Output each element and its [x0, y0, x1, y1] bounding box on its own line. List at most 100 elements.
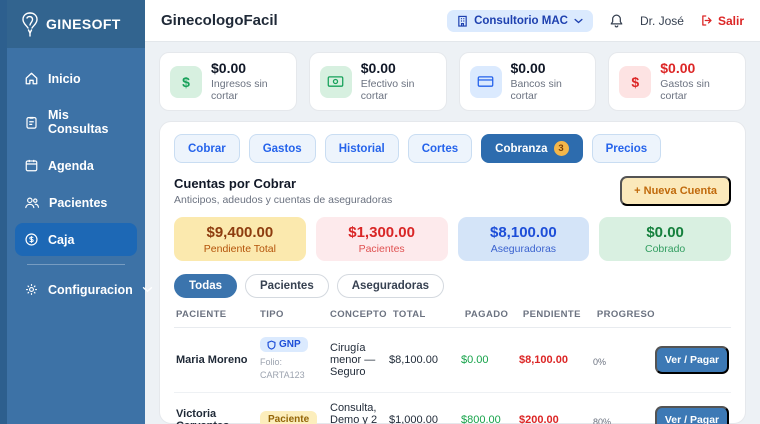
- col-header-progreso: PROGRESO: [596, 309, 655, 321]
- patient-name: Maria Moreno: [176, 354, 248, 367]
- logout-icon: [700, 14, 713, 27]
- account-type-cell: Paciente: [260, 411, 324, 424]
- cash-register-icon: [24, 232, 39, 247]
- folio: Folio: CARTA123: [260, 356, 305, 381]
- sidebar-item-label: Pacientes: [49, 195, 108, 210]
- credit-card-icon: [469, 65, 502, 98]
- table-header-row: PACIENTE TIPO CONCEPTO TOTAL PAGADO PEND…: [174, 298, 731, 329]
- filter-pacientes[interactable]: Pacientes: [245, 274, 329, 299]
- concept: Consulta, Demo y 2 más: [330, 401, 378, 424]
- sidebar: GINESOFT Inicio Mis Consultas Agenda Pac…: [0, 0, 152, 424]
- sidebar-item-label: Configuracion: [48, 282, 133, 297]
- paid-amount: $0.00: [461, 354, 489, 367]
- account-type-cell: GNP Folio: CARTA123: [260, 337, 324, 383]
- stat-label: Gastos sin cortar: [660, 78, 710, 103]
- clipboard-icon: [24, 115, 39, 130]
- summary-pacientes: $1,300.00 Pacientes: [315, 217, 448, 262]
- accounts-table: PACIENTE TIPO CONCEPTO TOTAL PAGADO PEND…: [174, 298, 731, 424]
- calendar-icon: [24, 158, 39, 173]
- sidebar-item-label: Caja: [48, 232, 75, 247]
- col-header-pagado: PAGADO: [464, 309, 509, 321]
- tab-precios[interactable]: Precios: [591, 134, 662, 164]
- col-header-paciente: PACIENTE: [176, 309, 227, 321]
- summary-label: Cobrado: [644, 243, 686, 256]
- summary-value: $1,300.00: [348, 224, 415, 242]
- pending-amount: $8,100.00: [519, 354, 568, 367]
- patients-icon: [24, 195, 40, 210]
- col-header-total: TOTAL: [392, 309, 426, 321]
- cobranza-count-badge: 3: [553, 141, 569, 157]
- col-header-tipo: TIPO: [260, 309, 284, 321]
- total-amount: $1,000.00: [389, 413, 438, 424]
- app-logo: GINESOFT: [7, 0, 145, 48]
- summary-pendiente-total: $9,400.00 Pendiente Total: [174, 217, 306, 262]
- summary-cobrado: $0.00 Cobrado: [599, 217, 731, 262]
- new-account-button[interactable]: + Nueva Cuenta: [620, 176, 731, 207]
- insurance-badge: GNP: [260, 337, 308, 353]
- sidebar-item-inicio[interactable]: Inicio: [15, 62, 137, 95]
- summary-label: Pacientes: [358, 243, 405, 256]
- summary-aseguradoras: $8,100.00 Aseguradoras: [457, 217, 590, 262]
- clinic-selector-label: Consultorio MAC: [474, 14, 568, 27]
- patient-name: Victoria Cervantes: [176, 407, 229, 424]
- total-amount: $8,100.00: [389, 354, 438, 367]
- section-subtitle: Anticipos, adeudos y cuentas de asegurad…: [174, 194, 393, 207]
- sidebar-item-mis-consultas[interactable]: Mis Consultas: [15, 99, 137, 145]
- view-pay-button[interactable]: Ver / Pagar: [655, 346, 729, 375]
- gear-icon: [24, 282, 39, 297]
- view-pay-button[interactable]: Ver / Pagar: [655, 405, 729, 424]
- dollar-icon: $: [170, 65, 202, 98]
- stat-label: Efectivo sin cortar: [360, 78, 415, 103]
- filter-todas[interactable]: Todas: [174, 274, 238, 299]
- sidebar-item-label: Inicio: [48, 71, 81, 86]
- stat-label: Bancos sin cortar: [510, 78, 562, 103]
- logout-button[interactable]: Salir: [700, 14, 744, 28]
- tab-gastos[interactable]: Gastos: [248, 134, 316, 164]
- dollar-icon: $: [619, 65, 652, 98]
- sidebar-item-agenda[interactable]: Agenda: [15, 149, 137, 182]
- notifications-bell-icon[interactable]: [609, 13, 624, 29]
- clinic-selector[interactable]: Consultorio MAC: [447, 9, 593, 32]
- pending-amount: $200.00: [519, 413, 559, 424]
- tab-cobranza[interactable]: Cobranza 3: [481, 134, 583, 164]
- stat-value: $0.00: [510, 60, 546, 76]
- tab-historial[interactable]: Historial: [324, 134, 399, 164]
- sidebar-item-label: Agenda: [48, 158, 94, 173]
- tab-cortes[interactable]: Cortes: [407, 134, 473, 164]
- chevron-down-icon: [574, 18, 583, 24]
- summary-label: Pendiente Total: [203, 243, 276, 256]
- sidebar-item-caja[interactable]: Caja: [15, 223, 137, 256]
- chevron-down-icon: [142, 286, 153, 293]
- tab-cobrar[interactable]: Cobrar: [174, 134, 240, 164]
- patient-badge: Paciente: [260, 411, 318, 424]
- summary-label: Aseguradoras: [490, 243, 557, 256]
- summary-row: $9,400.00 Pendiente Total $1,300.00 Paci…: [174, 217, 731, 262]
- summary-value: $0.00: [646, 224, 684, 242]
- table-row: Maria Moreno GNP Folio: CARTA123 Cirugía…: [174, 328, 731, 393]
- content-card: Cobrar Gastos Historial Cortes Cobranza …: [159, 121, 746, 424]
- col-header-concepto: CONCEPTO: [330, 309, 387, 321]
- progress-percent: 80%: [593, 416, 612, 424]
- filter-aseguradoras[interactable]: Aseguradoras: [336, 274, 445, 299]
- section-header: Cuentas por Cobrar Anticipos, adeudos y …: [174, 176, 731, 207]
- brand-name: GINESOFT: [46, 16, 121, 32]
- section-title: Cuentas por Cobrar: [174, 176, 297, 192]
- paid-amount: $800.00: [461, 413, 501, 424]
- progress-cell: 0%: [593, 353, 649, 367]
- stat-value: $0.00: [360, 60, 396, 76]
- sidebar-item-pacientes[interactable]: Pacientes: [15, 186, 137, 219]
- page-title: GinecologoFacil: [161, 12, 278, 29]
- main-area: GinecologoFacil Consultorio MAC Dr. José…: [145, 0, 760, 424]
- stat-value: $0.00: [660, 60, 696, 76]
- table-row: Victoria Cervantes Paciente Consulta, De…: [174, 393, 731, 424]
- current-user[interactable]: Dr. José: [639, 13, 684, 28]
- sidebar-menu: Inicio Mis Consultas Agenda Pacientes Ca…: [7, 48, 152, 310]
- building-icon: [457, 15, 468, 27]
- topbar: GinecologoFacil Consultorio MAC Dr. José…: [145, 0, 760, 42]
- sidebar-item-label: Mis Consultas: [48, 108, 109, 136]
- summary-value: $9,400.00: [206, 224, 274, 242]
- cash-bill-icon: [319, 65, 352, 98]
- stat-card-ingresos: $ $0.00 Ingresos sin cortar: [159, 52, 297, 112]
- sidebar-item-configuracion[interactable]: Configuracion: [15, 273, 152, 306]
- ginesoft-logo-icon: [17, 9, 43, 39]
